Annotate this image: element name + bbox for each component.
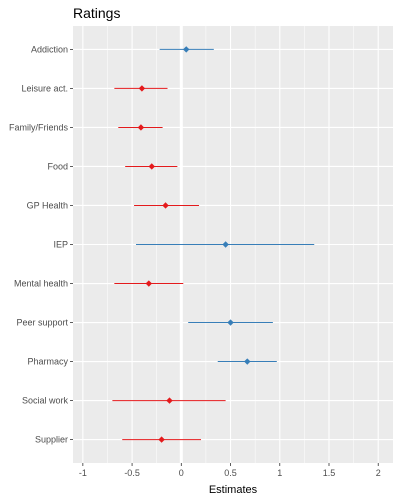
- estimates: [112, 46, 315, 443]
- x-tick-label: -1: [79, 468, 87, 478]
- estimate-point: [222, 241, 229, 248]
- x-axis-label: Estimates: [209, 484, 258, 496]
- estimate-point: [145, 280, 153, 287]
- y-tick-label: IEP: [53, 240, 68, 250]
- y-tick-label: Pharmacy: [27, 357, 68, 367]
- estimate-point: [138, 85, 146, 92]
- y-tick-label: Food: [47, 161, 68, 171]
- y-tick-label: Supplier: [35, 435, 68, 445]
- y-tick-label: Social work: [22, 396, 69, 406]
- y-tick-label: GP Health: [27, 200, 68, 210]
- x-tick-label: -0.5: [124, 468, 140, 478]
- x-tick-label: 0: [179, 468, 184, 478]
- y-tick-label: Addiction: [31, 44, 68, 54]
- estimate-point: [183, 46, 190, 53]
- estimate-point: [137, 124, 145, 131]
- x-axis: -1 -0.5 0 0.5 1 1.5 2: [79, 463, 381, 478]
- y-tick-label: Family/Friends: [9, 122, 69, 132]
- y-tick-label: Peer support: [16, 318, 68, 328]
- x-tick-label: 1.5: [323, 468, 336, 478]
- estimate-point: [166, 397, 173, 404]
- y-tick-label: Leisure act.: [21, 83, 68, 93]
- estimate-point: [148, 163, 155, 170]
- estimate-point: [158, 436, 165, 443]
- estimate-point: [162, 202, 169, 209]
- estimate-point: [244, 358, 251, 365]
- x-tick-label: 2: [376, 468, 381, 478]
- y-tick-label: Mental health: [14, 279, 68, 289]
- chart-title: Ratings: [73, 5, 120, 21]
- estimate-point: [227, 319, 234, 326]
- y-axis: Addiction Leisure act. Family/Friends Food G…: [9, 44, 73, 445]
- x-tick-label: 1: [277, 468, 282, 478]
- x-tick-label: 0.5: [224, 468, 237, 478]
